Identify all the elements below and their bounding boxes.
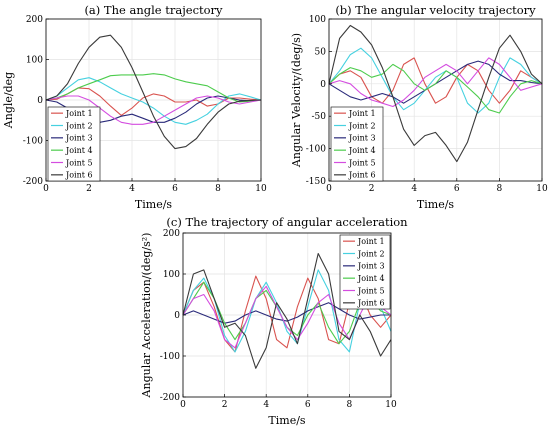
legend-label: Joint 3 [65,134,93,143]
legend-label: Joint 3 [348,134,376,143]
y-tick-label: -200 [160,393,180,403]
y-tick-label: -100 [160,352,180,362]
legend-label: Joint 6 [65,171,93,180]
x-axis-label: Time/s [135,198,173,211]
x-tick-label: 10 [385,400,397,410]
legend-label: Joint 3 [357,262,385,271]
x-tick-label: 6 [305,400,311,410]
legend-label: Joint 5 [348,158,376,167]
x-tick-label: 2 [86,184,92,194]
legend-label: Joint 5 [357,286,385,295]
y-tick-label: 0 [37,96,43,106]
chart-title: (a) The angle trajectory [84,3,223,17]
x-tick-label: 0 [43,184,49,194]
y-tick-label: -100 [306,145,326,155]
series-line-joint-4 [45,73,262,103]
chart-panel-3: (c) The trajectory of angular accelerati… [140,215,408,427]
x-tick-label: 4 [129,184,135,194]
x-tick-label: 4 [263,400,269,410]
legend-label: Joint 1 [357,237,385,246]
chart-panel-1: (a) The angle trajectory 0 2 4 6 8 10 200 100 0 -1… [2,3,267,211]
series-line-joint-5 [45,95,262,125]
y-tick-label: -150 [306,177,326,187]
legend-label: Joint 1 [348,109,376,118]
x-tick-label: 6 [454,184,460,194]
x-tick-label: 10 [255,184,267,194]
plot-area-frame [328,18,543,182]
legend-label: Joint 2 [65,121,93,130]
y-tick-label: -100 [23,137,43,147]
y-axis-label: Angular Acceleration/(deg/s²) [140,233,153,399]
y-tick-label: 50 [315,47,327,57]
x-axis-label: Time/s [268,414,306,427]
legend-label: Joint 4 [65,146,93,155]
chart-title: (b) The angular velocity trajectory [335,3,536,17]
legend-label: Joint 4 [348,146,376,155]
legend: Joint 1 Joint 2 Joint 3 Joint 4 Joint 5 Joint… [339,234,391,310]
y-axis-label: Angle/deg [2,72,15,129]
y-tick-label: 100 [163,270,180,280]
series-line-joint-2 [45,77,262,125]
series-line-joint-6 [182,252,392,369]
legend-box [47,106,101,182]
chart-panel-2: (b) The angular velocity trajectory 0 2 4 6 8… [290,3,548,211]
series-line-joint-1 [328,57,543,104]
series-line-joint-2 [182,269,392,353]
y-tick-label: -50 [312,112,327,122]
series-line-joint-5 [328,57,543,108]
legend-label: Joint 6 [348,171,376,180]
series-line-joint-1 [45,87,262,116]
x-tick-label: 8 [497,184,503,194]
x-tick-label: 2 [369,184,375,194]
y-tick-label: 100 [309,15,326,25]
legend-box [339,234,391,310]
legend-box [330,106,384,182]
x-tick-label: 0 [326,184,332,194]
y-tick-label: 100 [26,56,43,66]
y-tick-label: 0 [174,311,180,321]
legend: Joint 1 Joint 2 Joint 3 Joint 4 Joint 5 Joint… [47,106,101,182]
y-tick-label: -200 [23,177,43,187]
legend-label: Joint 2 [348,121,376,130]
x-axis-label: Time/s [417,198,455,211]
x-tick-label: 8 [347,400,353,410]
x-tick-label: 4 [411,184,417,194]
x-tick-label: 0 [180,400,186,410]
y-tick-label: 200 [26,15,43,25]
legend: Joint 1 Joint 2 Joint 3 Joint 4 Joint 5 Joint… [330,106,384,182]
legend-label: Joint 6 [357,299,385,308]
x-tick-label: 6 [172,184,178,194]
x-tick-label: 8 [215,184,221,194]
y-tick-label: 200 [163,229,180,239]
x-tick-label: 2 [222,400,228,410]
legend-label: Joint 4 [357,274,385,283]
series-line-joint-6 [328,24,543,163]
series-line-joint-4 [328,63,543,114]
chart-title: (c) The trajectory of angular accelerati… [166,215,408,229]
x-tick-label: 10 [536,184,548,194]
series-line-joint-2 [328,47,543,114]
legend-label: Joint 5 [65,158,93,167]
legend-label: Joint 2 [357,249,385,258]
legend-label: Joint 1 [65,109,93,118]
series-line-joint-6 [45,34,262,150]
y-axis-label: Angular Velocity/(deg/s) [290,33,303,168]
y-tick-label: 0 [320,80,326,90]
